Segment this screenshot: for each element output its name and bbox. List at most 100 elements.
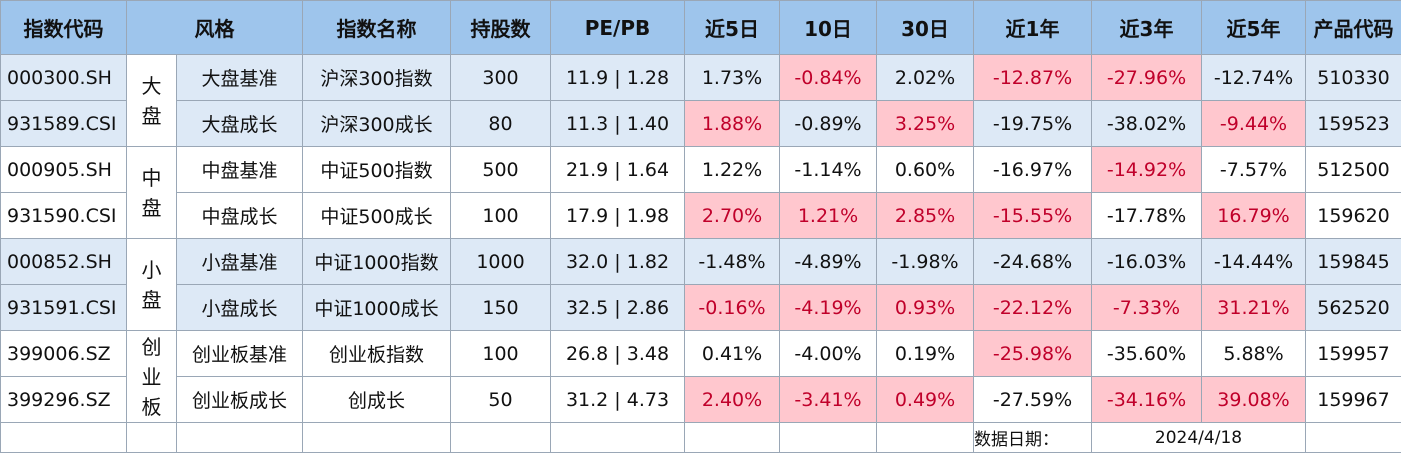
return-5d-cell: -0.16%: [684, 284, 780, 331]
return-1y-cell: -15.55%: [973, 192, 1092, 239]
return-3y-cell: -17.78%: [1091, 192, 1202, 239]
product-code-cell: 159620: [1305, 192, 1401, 239]
style-group-cell: 中 盘: [126, 146, 177, 239]
return-10d-cell: -0.89%: [779, 100, 877, 147]
product-code-cell: 159523: [1305, 100, 1401, 147]
index-name-cell: 中证500指数: [302, 146, 451, 193]
empty-cell: [684, 422, 780, 453]
style-char: 盘: [141, 287, 162, 312]
return-5y-cell: 16.79%: [1201, 192, 1306, 239]
return-10d-cell: -0.84%: [779, 54, 877, 101]
return-3y-cell: -38.02%: [1091, 100, 1202, 147]
holdings-cell: 80: [450, 100, 551, 147]
return-1y-cell: -12.87%: [973, 54, 1092, 101]
footer-row: 数据日期： 2024/4/18: [0, 422, 1401, 453]
product-code-cell: 159957: [1305, 330, 1401, 377]
return-5y-cell: 39.08%: [1201, 376, 1306, 423]
return-10d-cell: -1.14%: [779, 146, 877, 193]
return-5d-cell: 1.88%: [684, 100, 780, 147]
return-10d-cell: -4.19%: [779, 284, 877, 331]
style-char: 中: [141, 165, 162, 190]
index-name-cell: 中证1000指数: [302, 238, 451, 285]
return-1y-cell: -27.59%: [973, 376, 1092, 423]
header-product-code: 产品代码: [1305, 0, 1401, 55]
style-type-cell: 大盘成长: [176, 100, 303, 147]
holdings-cell: 150: [450, 284, 551, 331]
return-3y-cell: -35.60%: [1091, 330, 1202, 377]
pe-pb-cell: 11.9 | 1.28: [550, 54, 685, 101]
index-name-cell: 中证500成长: [302, 192, 451, 239]
return-1y-cell: -24.68%: [973, 238, 1092, 285]
index-code-cell: 000300.SH: [0, 54, 127, 101]
index-code-cell: 931590.CSI: [0, 192, 127, 239]
index-code-cell: 000852.SH: [0, 238, 127, 285]
product-code-cell: 510330: [1305, 54, 1401, 101]
return-5y-cell: -7.57%: [1201, 146, 1306, 193]
header-1y: 近1年: [973, 0, 1092, 55]
return-3y-cell: -7.33%: [1091, 284, 1202, 331]
table-row: 399296.SZ 创业板成长 创成长 50 31.2 | 4.73 2.40%…: [0, 376, 1401, 423]
style-type-cell: 中盘基准: [176, 146, 303, 193]
return-1y-cell: -22.12%: [973, 284, 1092, 331]
style-char: 创: [141, 334, 162, 359]
style-char: 板: [141, 394, 162, 419]
return-5y-cell: -12.74%: [1201, 54, 1306, 101]
empty-cell: [1305, 422, 1401, 453]
return-5d-cell: 2.70%: [684, 192, 780, 239]
pe-pb-cell: 26.8 | 3.48: [550, 330, 685, 377]
return-30d-cell: 0.93%: [876, 284, 974, 331]
table-row: 931591.CSI 小盘成长 中证1000成长 150 32.5 | 2.86…: [0, 284, 1401, 331]
holdings-cell: 500: [450, 146, 551, 193]
return-1y-cell: -25.98%: [973, 330, 1092, 377]
table-row: 000852.SH 小 盘 小盘基准 中证1000指数 1000 32.0 | …: [0, 238, 1401, 331]
return-5y-cell: -14.44%: [1201, 238, 1306, 285]
index-code-cell: 399296.SZ: [0, 376, 127, 423]
return-30d-cell: 2.85%: [876, 192, 974, 239]
header-holdings: 持股数: [450, 0, 551, 55]
holdings-cell: 100: [450, 330, 551, 377]
style-group-cell: 创 业 板: [126, 330, 177, 423]
return-3y-cell: -16.03%: [1091, 238, 1202, 285]
style-char: 小: [141, 257, 162, 282]
return-5d-cell: 0.41%: [684, 330, 780, 377]
header-5d: 近5日: [684, 0, 780, 55]
holdings-cell: 100: [450, 192, 551, 239]
return-5d-cell: 1.73%: [684, 54, 780, 101]
index-name-cell: 创成长: [302, 376, 451, 423]
header-pe-pb: PE/PB: [550, 0, 685, 55]
product-code-cell: 562520: [1305, 284, 1401, 331]
style-type-cell: 小盘成长: [176, 284, 303, 331]
pe-pb-cell: 32.0 | 1.82: [550, 238, 685, 285]
header-index-name: 指数名称: [302, 0, 451, 55]
header-index-code: 指数代码: [0, 0, 127, 55]
return-30d-cell: 0.19%: [876, 330, 974, 377]
style-char: 大: [141, 73, 162, 98]
empty-cell: [450, 422, 551, 453]
holdings-cell: 300: [450, 54, 551, 101]
style-char: 盘: [141, 195, 162, 220]
return-1y-cell: -19.75%: [973, 100, 1092, 147]
index-code-cell: 000905.SH: [0, 146, 127, 193]
pe-pb-cell: 17.9 | 1.98: [550, 192, 685, 239]
empty-cell: [176, 422, 303, 453]
table-row: 000905.SH 中 盘 中盘基准 中证500指数 500 21.9 | 1.…: [0, 146, 1401, 239]
product-code-cell: 159845: [1305, 238, 1401, 285]
index-name-cell: 创业板指数: [302, 330, 451, 377]
holdings-cell: 1000: [450, 238, 551, 285]
table-row: 931589.CSI 大盘成长 沪深300成长 80 11.3 | 1.40 1…: [0, 100, 1401, 147]
return-10d-cell: -3.41%: [779, 376, 877, 423]
pe-pb-cell: 11.3 | 1.40: [550, 100, 685, 147]
data-date-value: 2024/4/18: [1091, 422, 1306, 453]
return-1y-cell: -16.97%: [973, 146, 1092, 193]
style-type-cell: 小盘基准: [176, 238, 303, 285]
table-row: 399006.SZ 创 业 板 创业板基准 创业板指数 100 26.8 | 3…: [0, 330, 1401, 423]
header-style: 风格: [126, 0, 303, 55]
pe-pb-cell: 31.2 | 4.73: [550, 376, 685, 423]
index-name-cell: 沪深300指数: [302, 54, 451, 101]
return-5d-cell: 2.40%: [684, 376, 780, 423]
return-30d-cell: 3.25%: [876, 100, 974, 147]
return-5y-cell: -9.44%: [1201, 100, 1306, 147]
style-type-cell: 创业板基准: [176, 330, 303, 377]
product-code-cell: 159967: [1305, 376, 1401, 423]
